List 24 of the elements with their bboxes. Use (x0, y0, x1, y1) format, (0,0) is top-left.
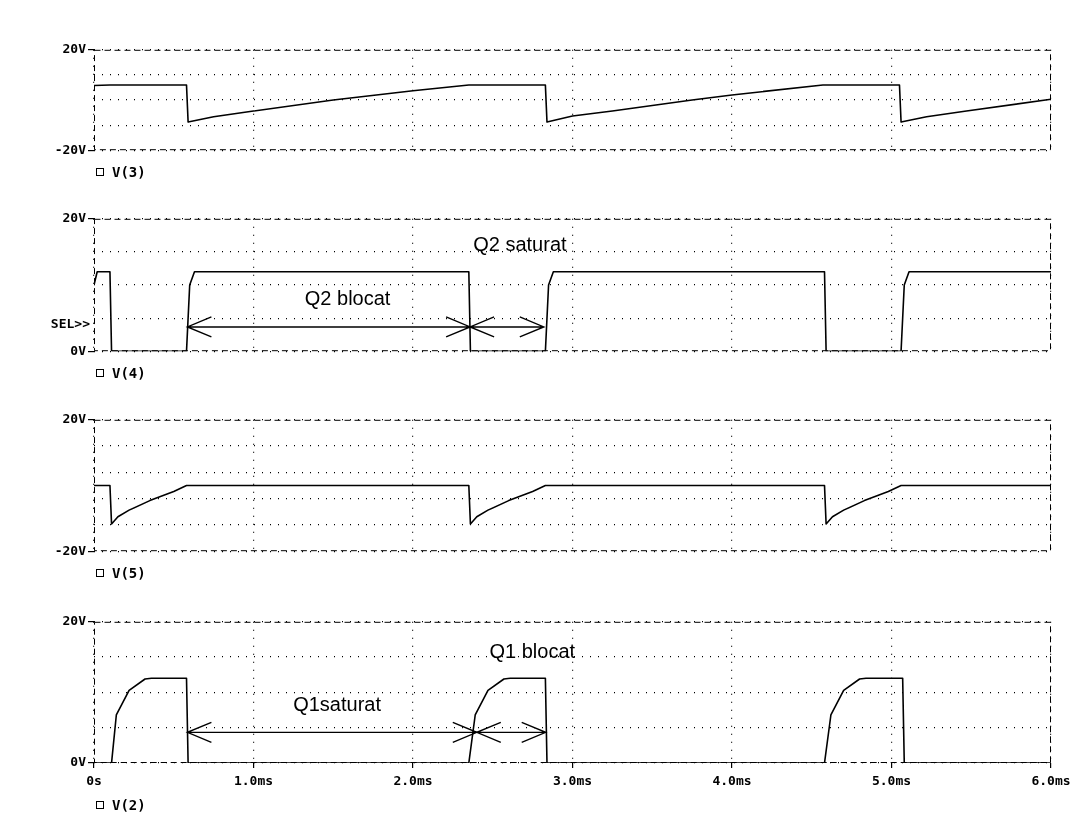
legend-label: V(2) (111, 797, 146, 813)
y-tick-label: 20V (62, 411, 87, 427)
annotation: Q2 blocat (304, 287, 391, 310)
x-tick-label: 0s (86, 773, 102, 789)
x-tick-label: 3.0ms (552, 773, 593, 789)
y-tick-label: -20V (54, 141, 87, 157)
y-tick-label: 0V (70, 342, 87, 358)
legend-label: V(5) (111, 565, 146, 581)
annotation: Q1 blocat (489, 640, 576, 663)
y-tick-label: -20V (54, 542, 87, 558)
x-tick-label: 5.0ms (871, 773, 912, 789)
y-tick-label: 20V (62, 41, 87, 57)
x-tick-label: 4.0ms (712, 773, 752, 789)
y-tick-label: 0V (70, 754, 87, 770)
x-tick-label: 2.0ms (393, 773, 433, 789)
annotation: Q1saturat (293, 692, 382, 715)
x-tick-label: 1.0ms (233, 773, 274, 789)
legend-label: V(4) (111, 365, 146, 381)
x-tick-label: 6.0ms (1031, 773, 1071, 789)
annotation: Q2 saturat (473, 232, 567, 255)
y-tick-label: 20V (62, 210, 87, 226)
legend-label: V(3) (111, 164, 146, 180)
y-tick-label: 20V (62, 613, 87, 629)
text: SEL>> (50, 316, 91, 332)
